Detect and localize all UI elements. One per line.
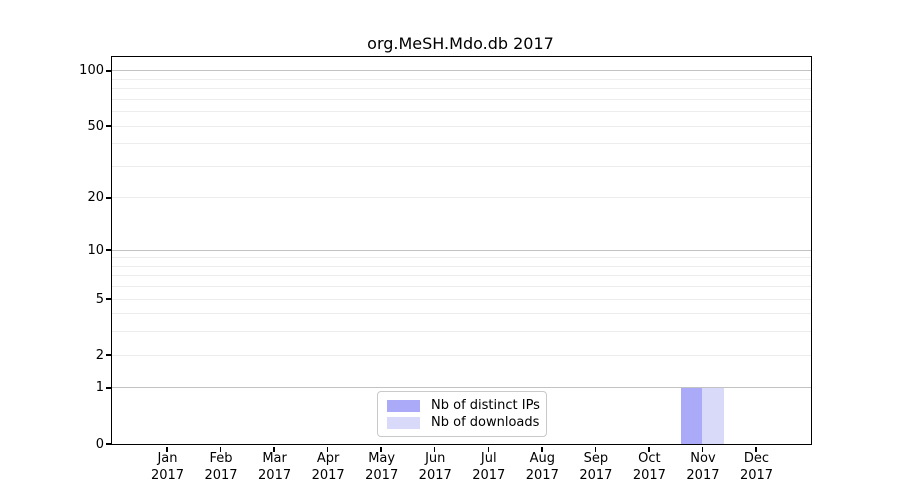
minor-gridline	[112, 111, 811, 113]
legend-swatch-downloads	[387, 416, 420, 429]
legend-item-distinct-ips: Nb of distinct IPs	[387, 398, 540, 413]
y-tick-label: 1	[95, 380, 104, 396]
x-tick-label: Sep 2017	[579, 451, 613, 483]
x-tick-label: Nov 2017	[686, 451, 720, 483]
major-gridline	[112, 249, 811, 251]
x-tick-label: Oct 2017	[632, 451, 666, 483]
y-tick-mark	[106, 125, 111, 127]
chart-title: org.MeSH.Mdo.db 2017	[367, 34, 554, 53]
minor-gridline	[112, 313, 811, 315]
minor-gridline	[112, 257, 811, 259]
minor-gridline	[112, 88, 811, 90]
x-tick-mark	[326, 447, 329, 452]
legend: Nb of distinct IPs Nb of downloads	[377, 391, 547, 437]
minor-gridline	[112, 125, 811, 127]
major-gridline	[112, 387, 811, 389]
y-tick-label: 5	[95, 291, 104, 307]
minor-gridline	[112, 275, 811, 277]
x-tick-label: Jun 2017	[418, 451, 452, 483]
y-tick-mark	[106, 249, 111, 251]
x-tick-mark	[219, 447, 222, 452]
major-gridline	[112, 70, 811, 72]
y-tick-label: 0	[95, 436, 104, 452]
x-tick-label: Jan 2017	[150, 451, 185, 483]
minor-gridline	[112, 298, 811, 300]
legend-item-downloads: Nb of downloads	[387, 415, 540, 430]
y-tick-label: 2	[95, 347, 104, 363]
x-tick-label: May 2017	[365, 451, 399, 483]
y-tick-mark	[106, 197, 111, 199]
y-tick-mark	[106, 443, 111, 445]
minor-gridline	[112, 165, 811, 167]
legend-label-distinct-ips: Nb of distinct IPs	[431, 398, 540, 413]
x-tick-mark	[755, 447, 757, 452]
legend-swatch-distinct-ips	[387, 399, 420, 412]
minor-gridline	[112, 197, 811, 199]
bar-distinct-ips	[680, 387, 703, 444]
minor-gridline	[112, 98, 811, 100]
plot-area	[106, 56, 812, 452]
legend-label-downloads: Nb of downloads	[431, 415, 540, 430]
y-tick-label: 50	[87, 118, 104, 134]
minor-gridline	[112, 331, 811, 333]
x-tick-mark	[273, 447, 275, 452]
x-tick-mark	[380, 447, 382, 452]
x-tick-mark	[541, 447, 543, 452]
y-tick-label: 100	[79, 63, 104, 79]
minor-gridline	[112, 78, 811, 80]
x-tick-label: Dec 2017	[739, 451, 774, 483]
y-tick-mark	[106, 387, 111, 389]
y-tick-mark	[106, 354, 111, 356]
x-tick-mark	[487, 447, 490, 452]
x-tick-label: Feb 2017	[204, 451, 238, 483]
x-tick-mark	[166, 447, 168, 452]
x-tick-label: Apr 2017	[311, 451, 345, 483]
y-tick-label: 10	[87, 242, 104, 258]
x-tick-mark	[648, 447, 650, 452]
x-tick-mark	[594, 447, 597, 452]
bar-downloads	[702, 387, 724, 444]
x-tick-mark	[701, 447, 704, 452]
x-tick-label: Jul 2017	[472, 451, 506, 483]
x-tick-label: Mar 2017	[258, 451, 292, 483]
y-tick-mark	[106, 70, 111, 72]
minor-gridline	[112, 286, 811, 288]
minor-gridline	[112, 143, 811, 145]
x-tick-mark	[433, 447, 436, 452]
minor-gridline	[112, 354, 811, 356]
x-tick-label: Aug 2017	[525, 451, 559, 483]
y-tick-mark	[106, 298, 111, 300]
minor-gridline	[112, 265, 811, 267]
y-tick-label: 20	[87, 190, 104, 206]
